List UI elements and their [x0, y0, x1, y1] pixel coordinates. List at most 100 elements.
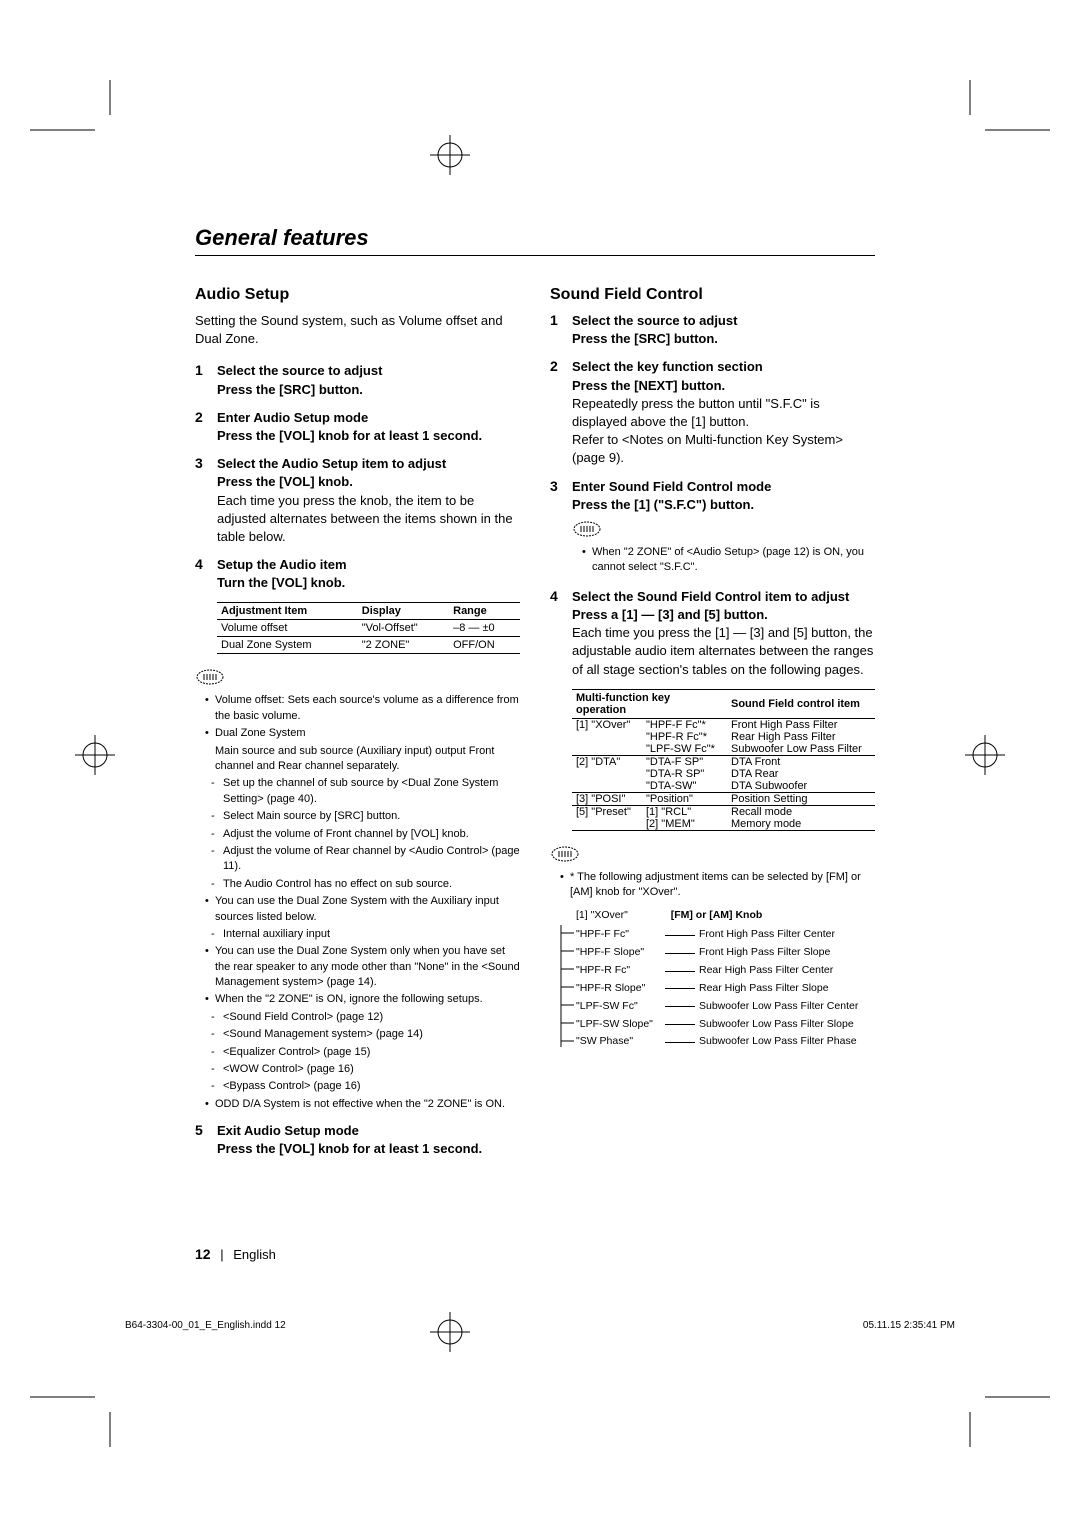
note-icon [572, 520, 602, 538]
note-item: <Sound Field Control> (page 12) [211, 1010, 520, 1025]
step-sub: Press the [SRC] button. [572, 330, 875, 348]
column-left: Audio Setup Setting the Sound system, su… [195, 286, 520, 1169]
step-num: 2 [550, 358, 564, 467]
table-row: [2] "DTA""DTA-F SP"DTA Front [572, 755, 875, 768]
step-sub: Press the [SRC] button. [217, 381, 520, 399]
note-item: ODD D/A System is not effective when the… [205, 1097, 520, 1112]
crop-mark-br [950, 1347, 1050, 1447]
footer-file: B64-3304-00_01_E_English.indd 12 [125, 1320, 286, 1331]
step-num: 3 [195, 455, 209, 546]
sfc-step-3: 3 Enter Sound Field Control mode Press t… [550, 478, 875, 578]
note-icon [550, 845, 580, 863]
table-row: "DTA-SW"DTA Subwoofer [572, 780, 875, 793]
page-number: 12 | English [195, 1246, 276, 1262]
audio-intro: Setting the Sound system, such as Volume… [195, 312, 520, 348]
multifunction-table: Multi-function key operation Sound Field… [572, 689, 875, 831]
reg-mark-bottom [425, 1307, 475, 1357]
audio-heading: Audio Setup [195, 286, 520, 304]
crop-mark-bl [30, 1347, 130, 1447]
adjustment-table: Adjustment Item Display Range Volume off… [217, 602, 520, 654]
note-item: Adjust the volume of Front channel by [V… [211, 827, 520, 842]
note-item: <Sound Management system> (page 14) [211, 1027, 520, 1042]
note-item: Internal auxiliary input [211, 927, 520, 942]
step-sub: Turn the [VOL] knob. [217, 574, 520, 592]
table-row: "LPF-SW Fc"*Subwoofer Low Pass Filter [572, 743, 875, 756]
sfc-step-1: 1 Select the source to adjust Press the … [550, 312, 875, 348]
step-title: Select the key function section [572, 358, 875, 376]
step-sub: Press the [1] ("S.F.C") button. [572, 496, 875, 514]
section-title: General features [195, 225, 875, 256]
step-sub: Press the [VOL] knob for at least 1 seco… [217, 427, 520, 445]
reg-mark-right [960, 730, 1010, 780]
note-icon [195, 668, 225, 686]
xover-row: "HPF-R Fc"Rear High Pass Filter Center [576, 962, 875, 980]
tree-connector [558, 925, 576, 1055]
page-content: General features Audio Setup Setting the… [195, 225, 875, 1169]
sfc-heading: Sound Field Control [550, 286, 875, 304]
footer: B64-3304-00_01_E_English.indd 12 05.11.1… [125, 1320, 955, 1331]
xover-row: "LPF-SW Slope"Subwoofer Low Pass Filter … [576, 1016, 875, 1034]
note-item: Select Main source by [SRC] button. [211, 809, 520, 824]
step-sub: Press the [VOL] knob. [217, 473, 520, 491]
reg-mark-top [425, 130, 475, 180]
step-title: Enter Sound Field Control mode [572, 478, 875, 496]
note-item: Adjust the volume of Rear channel by <Au… [211, 844, 520, 875]
step-title: Select the Audio Setup item to adjust [217, 455, 520, 473]
table-row: [2] "MEM"Memory mode [572, 818, 875, 831]
step-num: 5 [195, 1122, 209, 1158]
step-title: Select the source to adjust [217, 362, 520, 380]
step-num: 4 [195, 556, 209, 592]
xover-row: "SW Phase"Subwoofer Low Pass Filter Phas… [576, 1033, 875, 1051]
step-title: Exit Audio Setup mode [217, 1122, 520, 1140]
footer-timestamp: 05.11.15 2:35:41 PM [863, 1320, 955, 1331]
table-row: Dual Zone System "2 ZONE" OFF/ON [217, 637, 520, 654]
step-title: Setup the Audio item [217, 556, 520, 574]
xover-row: "HPF-R Slope"Rear High Pass Filter Slope [576, 980, 875, 998]
note-item: You can use the Dual Zone System with th… [205, 894, 520, 925]
step-title: Enter Audio Setup mode [217, 409, 520, 427]
note-item: Volume offset: Sets each source's volume… [205, 693, 520, 724]
note-item: The Audio Control has no effect on sub s… [211, 877, 520, 892]
step-num: 1 [195, 362, 209, 398]
step-sub: Press a [1] — [3] and [5] button. [572, 606, 875, 624]
note-item: <WOW Control> (page 16) [211, 1062, 520, 1077]
audio-step-2: 2 Enter Audio Setup mode Press the [VOL]… [195, 409, 520, 445]
step-text: Repeatedly press the button until "S.F.C… [572, 395, 875, 468]
step-sub: Press the [NEXT] button. [572, 377, 875, 395]
xover-row: "HPF-F Slope"Front High Pass Filter Slop… [576, 944, 875, 962]
note-item: Set up the channel of sub source by <Dua… [211, 776, 520, 807]
table-row: [3] "POSI""Position"Position Setting [572, 792, 875, 805]
note-item: When "2 ZONE" of <Audio Setup> (page 12)… [582, 545, 875, 576]
sfc-step-4: 4 Select the Sound Field Control item to… [550, 588, 875, 679]
crop-mark-tl [30, 80, 130, 180]
xover-row: "HPF-F Fc"Front High Pass Filter Center [576, 926, 875, 944]
note-item: <Equalizer Control> (page 15) [211, 1045, 520, 1060]
xover-header-left: [1] "XOver" [576, 909, 628, 921]
table-row: [5] "Preset"[1] "RCL"Recall mode [572, 805, 875, 818]
table-header: Multi-function key operation [572, 689, 727, 718]
audio-step-4: 4 Setup the Audio item Turn the [VOL] kn… [195, 556, 520, 592]
reg-mark-left [70, 730, 120, 780]
note-item: Main source and sub source (Auxiliary in… [205, 744, 520, 775]
note-item: You can use the Dual Zone System only wh… [205, 944, 520, 990]
audio-step-5: 5 Exit Audio Setup mode Press the [VOL] … [195, 1122, 520, 1158]
table-row: [1] "XOver""HPF-F Fc"*Front High Pass Fi… [572, 718, 875, 731]
step-num: 1 [550, 312, 564, 348]
audio-step-3: 3 Select the Audio Setup item to adjust … [195, 455, 520, 546]
table-header: Range [449, 603, 520, 620]
crop-mark-tr [950, 80, 1050, 180]
step-title: Select the source to adjust [572, 312, 875, 330]
step-num: 4 [550, 588, 564, 679]
note-item: Dual Zone System [205, 726, 520, 741]
step-sub: Press the [VOL] knob for at least 1 seco… [217, 1140, 520, 1158]
note-item: * The following adjustment items can be … [560, 870, 875, 901]
note-item: <Bypass Control> (page 16) [211, 1079, 520, 1094]
xover-header-right: [FM] or [AM] Knob [671, 909, 763, 921]
audio-notes: Volume offset: Sets each source's volume… [195, 693, 520, 1112]
note-item: When the "2 ZONE" is ON, ignore the foll… [205, 992, 520, 1007]
sfc-step-2: 2 Select the key function section Press … [550, 358, 875, 467]
xover-tree: [1] "XOver" [FM] or [AM] Knob "HPF-F Fc"… [550, 907, 875, 1052]
step-title: Select the Sound Field Control item to a… [572, 588, 875, 606]
table-row: "HPF-R Fc"*Rear High Pass Filter [572, 731, 875, 743]
xover-row: "LPF-SW Fc"Subwoofer Low Pass Filter Cen… [576, 998, 875, 1016]
